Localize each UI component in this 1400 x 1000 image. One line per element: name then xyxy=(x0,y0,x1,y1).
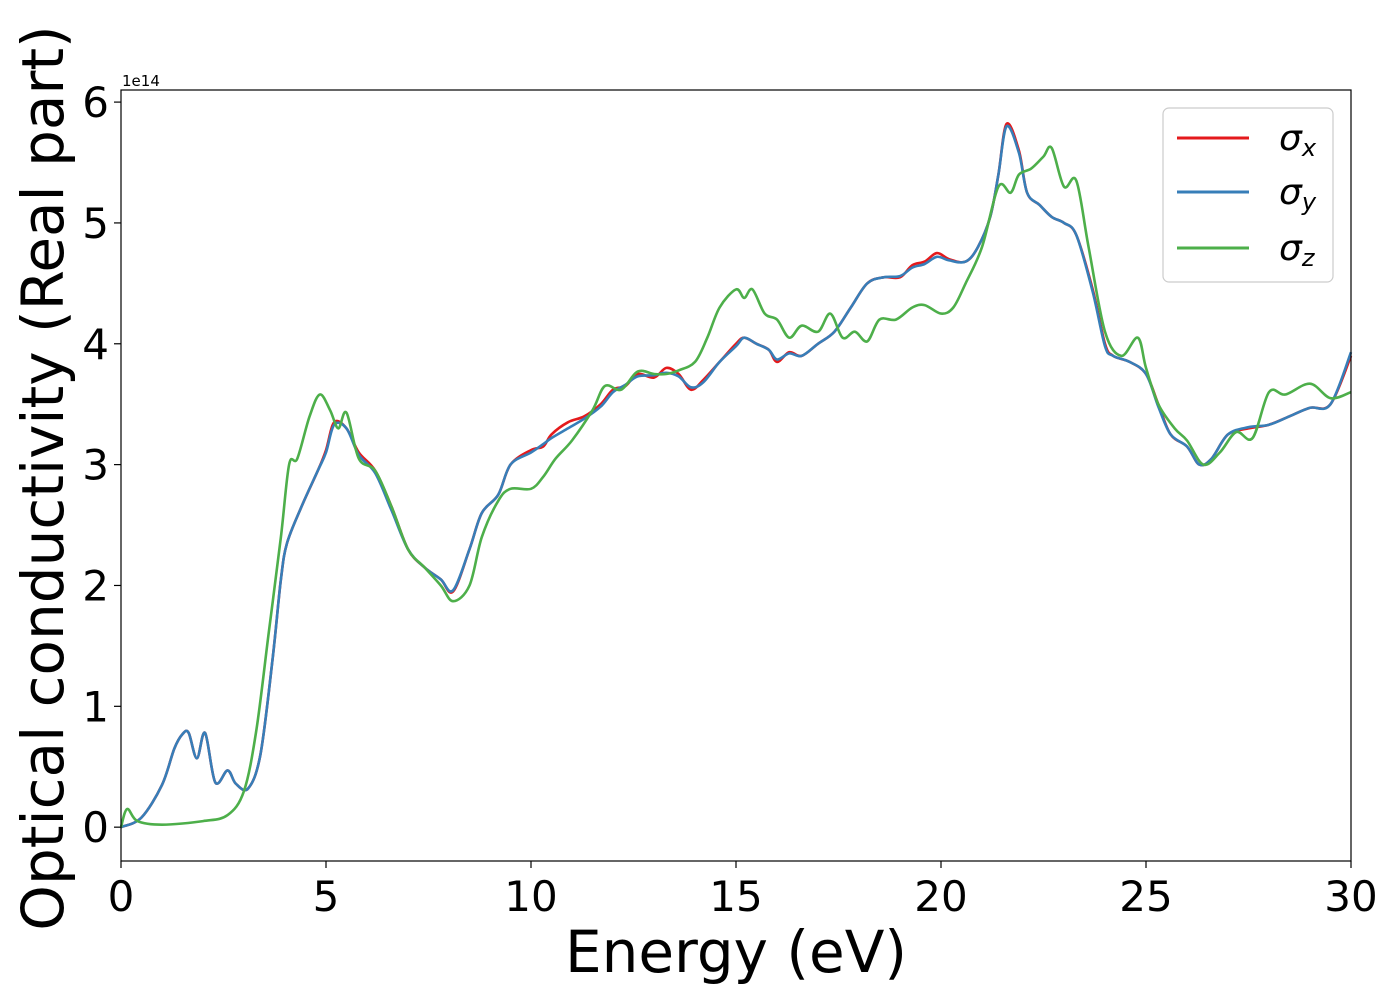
legend-label-sy: σy xyxy=(1279,172,1317,216)
legend-label-sz: σz xyxy=(1279,228,1316,272)
y-tick-label: 4 xyxy=(82,320,109,369)
y-axis-title: Optical conductivity (Real part) xyxy=(9,25,77,930)
series-line-sz xyxy=(119,145,1352,828)
series-line-sy xyxy=(120,124,1353,829)
y-tick-label: 2 xyxy=(82,561,109,610)
x-tick-label: 10 xyxy=(504,872,557,921)
x-tick-label: 5 xyxy=(313,872,340,921)
y-tick-label: 3 xyxy=(82,441,109,490)
x-tick-label: 0 xyxy=(108,872,135,921)
legend-box xyxy=(1162,107,1334,283)
plot-frame xyxy=(120,89,1352,862)
plot-lines xyxy=(119,122,1353,829)
y-tick-label: 1 xyxy=(82,682,109,731)
x-tick-label: 20 xyxy=(914,872,967,921)
axes-ticks: 0 5 10 15 20 25 30 0 1 2 3 4 5 6 xyxy=(82,78,1377,921)
legend-label-sx: σx xyxy=(1279,118,1317,162)
y-tick-label: 6 xyxy=(82,78,109,127)
legend: σx σy σz xyxy=(1162,107,1334,283)
x-axis-title: Energy (eV) xyxy=(565,918,907,986)
x-tick-label: 15 xyxy=(709,872,762,921)
x-tick-label: 30 xyxy=(1324,872,1377,921)
y-tick-label: 5 xyxy=(82,199,109,248)
x-tick-label: 25 xyxy=(1119,872,1172,921)
y-tick-label: 0 xyxy=(82,803,109,852)
y-offset-label: 1e14 xyxy=(122,72,160,90)
